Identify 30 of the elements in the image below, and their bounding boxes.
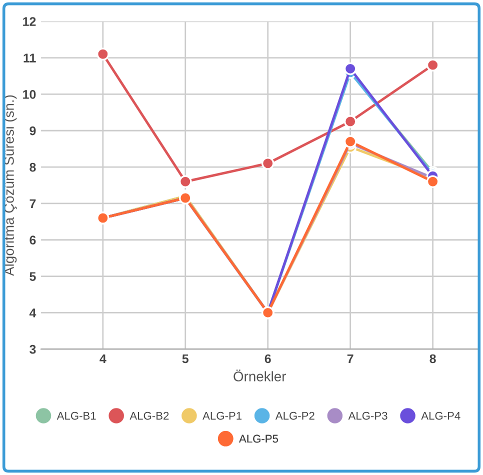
point <box>344 62 357 76</box>
legend-label: ALG-P2 <box>275 412 314 420</box>
legend-label: ALG-P5 <box>238 434 278 443</box>
x-tick-label: 7 <box>347 354 354 364</box>
y-tick-label: 6 <box>30 236 36 245</box>
legend-label: ALG-P4 <box>421 412 460 420</box>
y-tick-label: 12 <box>23 17 36 26</box>
y-tick-label: 4 <box>29 308 36 318</box>
x-axis-title: Örnekler <box>234 370 286 382</box>
point <box>178 175 192 188</box>
point <box>344 115 357 128</box>
y-tick-label: 11 <box>24 54 36 62</box>
y-tick-label: 7 <box>30 199 36 208</box>
y-tick-label: 5 <box>30 272 36 281</box>
legend-label: ALG-P3 <box>348 412 388 420</box>
y-tick-label: 8 <box>30 162 36 172</box>
legend-label: ALG-P1 <box>202 412 242 420</box>
point <box>96 48 110 61</box>
point <box>426 58 440 72</box>
legend-label: ALG-B1 <box>56 412 96 420</box>
y-tick-label: 10 <box>23 90 36 99</box>
y-tick-label: 3 <box>30 344 36 354</box>
x-tick-label: 6 <box>264 354 271 364</box>
legend-label: ALG-B2 <box>130 412 169 420</box>
point <box>261 157 274 170</box>
point <box>426 175 440 188</box>
x-tick-label: 4 <box>100 354 106 364</box>
x-tick-label: 5 <box>182 354 189 364</box>
y-tick-label: 9 <box>30 126 36 136</box>
x-tick-label: 8 <box>430 354 436 364</box>
